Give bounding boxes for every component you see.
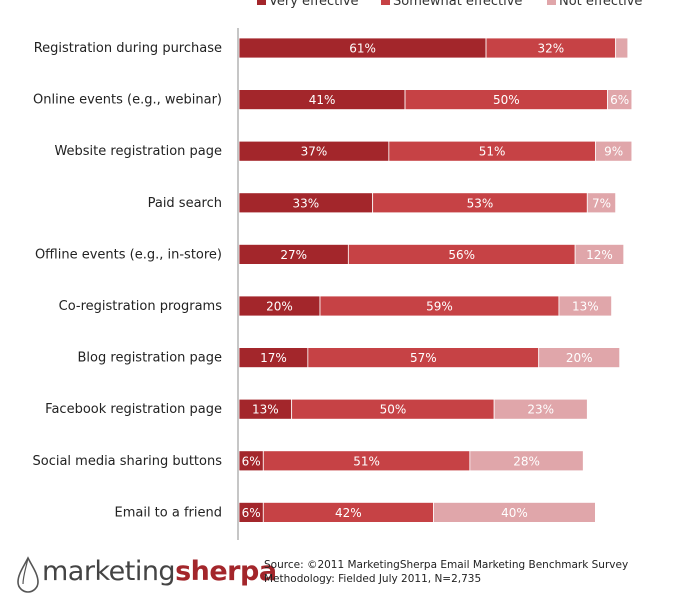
legend-swatch <box>381 0 390 5</box>
category-label: Registration during purchase <box>34 41 222 56</box>
bars: 61% 32% 41% 50% 6% 37% 51% 9% 33% 53% 7% 27% 56% 12% 2… <box>238 37 633 523</box>
data-label: 6% <box>242 454 261 468</box>
category-label: Co-registration programs <box>59 299 223 314</box>
data-label: 32% <box>538 42 565 56</box>
legend-label: Very effective <box>269 0 359 9</box>
data-label: 33% <box>292 196 319 210</box>
data-label: 41% <box>309 93 336 107</box>
data-label: 51% <box>479 145 506 159</box>
data-label: 40% <box>501 506 528 520</box>
legend-item: Very effective <box>257 0 359 9</box>
data-label: 13% <box>252 403 279 417</box>
data-label: 13% <box>572 300 599 314</box>
data-label: 17% <box>260 351 287 365</box>
category-label: Blog registration page <box>78 351 222 366</box>
bar-segment <box>615 37 629 59</box>
data-label: 53% <box>467 196 494 210</box>
data-label: 6% <box>610 93 629 107</box>
source-note: Source: ©2011 MarketingSherpa Email Mark… <box>264 558 684 586</box>
legend-swatch <box>257 0 266 5</box>
legend-label: Not effective <box>559 0 642 9</box>
data-label: 7% <box>592 196 611 210</box>
data-label: 28% <box>513 454 540 468</box>
legend-swatch <box>547 0 556 5</box>
data-label: 50% <box>493 93 520 107</box>
bar-segment <box>586 192 617 214</box>
data-label: 23% <box>527 403 554 417</box>
data-label: 37% <box>301 145 328 159</box>
bar-segment <box>574 243 625 265</box>
source-line: Source: ©2011 MarketingSherpa Email Mark… <box>264 559 629 571</box>
bar-segment <box>538 347 621 369</box>
legend-item: Not effective <box>547 0 642 9</box>
bar-segment <box>432 501 596 523</box>
footer: marketingsherpa Source: ©2011 MarketingS… <box>0 548 692 601</box>
category-label: Social media sharing buttons <box>32 454 222 469</box>
data-label: 59% <box>426 300 453 314</box>
data-label: 56% <box>448 248 475 262</box>
data-label: 51% <box>353 454 380 468</box>
data-label: 6% <box>242 506 261 520</box>
category-label: Email to a friend <box>114 505 222 520</box>
category-labels: Registration during purchase Online event… <box>32 41 222 520</box>
logo-text-sherpa: sherpa <box>175 556 277 587</box>
data-label: 27% <box>280 248 307 262</box>
stacked-bar-chart: Very effective Somewhat effective Not effe… <box>32 0 642 540</box>
data-label: 50% <box>380 403 407 417</box>
data-label: 20% <box>566 351 593 365</box>
legend-item: Somewhat effective <box>381 0 522 9</box>
data-label: 20% <box>266 300 293 314</box>
bar-segment <box>493 398 588 420</box>
data-label: 42% <box>335 506 362 520</box>
category-label: Website registration page <box>54 144 222 159</box>
data-label: 12% <box>586 248 613 262</box>
bar-segment <box>607 89 633 110</box>
sherpa-mountain-icon <box>17 556 39 593</box>
methodology-line: Methodology: Fielded July 2011, N=2,735 <box>264 573 482 585</box>
category-label: Paid search <box>148 196 222 211</box>
bar-segment <box>595 140 633 162</box>
logo-text-marketing: marketing <box>42 556 176 587</box>
data-label: 61% <box>349 42 376 56</box>
bar-segment <box>558 295 613 317</box>
legend: Very effective Somewhat effective Not effe… <box>257 0 642 9</box>
category-label: Offline events (e.g., in-store) <box>35 247 222 262</box>
legend-label: Somewhat effective <box>393 0 522 9</box>
data-label: 9% <box>604 145 623 159</box>
bar-segment <box>469 450 584 472</box>
category-label: Facebook registration page <box>45 402 222 417</box>
category-label: Online events (e.g., webinar) <box>33 93 222 108</box>
data-label: 57% <box>410 351 437 365</box>
